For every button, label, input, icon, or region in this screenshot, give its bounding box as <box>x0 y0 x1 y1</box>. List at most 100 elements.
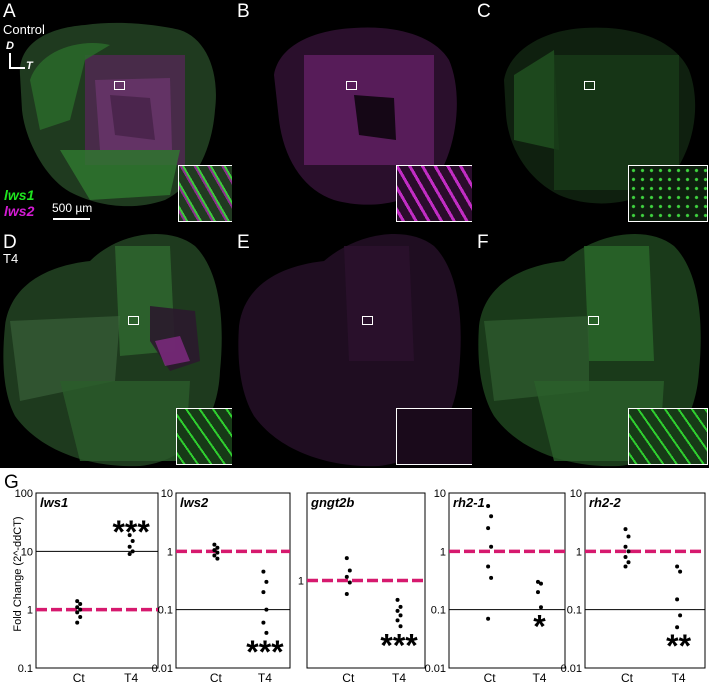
retina-image <box>274 27 457 205</box>
data-point <box>130 549 135 554</box>
data-point <box>678 613 683 618</box>
y-tick-label: 1 <box>298 576 304 588</box>
x-tick-label: T4 <box>258 671 272 682</box>
y-tick-label: 0.01 <box>561 663 582 675</box>
data-point <box>344 592 349 597</box>
data-point <box>398 604 403 609</box>
chart-title: lws1 <box>40 495 68 510</box>
x-tick-label: Ct <box>342 671 355 682</box>
orientation-indicator: D T <box>4 40 40 76</box>
panel-e: E <box>234 231 472 468</box>
magnified-inset <box>178 165 232 222</box>
region-of-interest-box <box>584 81 595 90</box>
data-point <box>675 625 680 630</box>
data-point <box>78 614 83 619</box>
x-tick-label: Ct <box>73 671 86 682</box>
data-point <box>626 560 631 565</box>
data-point <box>212 553 217 558</box>
data-point <box>261 590 266 595</box>
y-axis-label: Fold Change (2^-ddCT) <box>12 516 24 632</box>
y-tick-label: 100 <box>15 488 33 500</box>
chart-frame <box>175 492 291 669</box>
data-point <box>75 605 80 610</box>
data-point <box>264 607 269 612</box>
data-point <box>398 613 403 618</box>
data-point <box>395 597 400 602</box>
x-tick-label: T4 <box>392 671 406 682</box>
magnified-inset <box>396 165 472 222</box>
condition-label: T4 <box>3 251 19 266</box>
y-tick-label: 1 <box>27 605 33 617</box>
condition-label: Control <box>3 22 45 37</box>
panel-a: A Control D T lws1 lws2 500 µm <box>0 0 232 229</box>
retina-image <box>3 234 222 467</box>
significance-marker: *** <box>246 634 284 670</box>
data-point <box>398 624 403 629</box>
data-point <box>678 569 683 574</box>
data-point <box>127 533 132 538</box>
y-tick-label: 1 <box>167 546 173 558</box>
data-point <box>344 574 349 579</box>
data-point <box>78 602 83 607</box>
significance-marker: *** <box>112 514 150 550</box>
magnified-inset <box>396 408 472 465</box>
data-point <box>623 564 628 569</box>
data-point <box>626 534 631 539</box>
y-tick-label: 10 <box>161 488 173 500</box>
region-of-interest-box <box>346 81 357 90</box>
chart-frame <box>448 492 566 669</box>
x-tick-label: Ct <box>210 671 223 682</box>
data-point <box>261 620 266 625</box>
y-tick-label: 10 <box>434 488 446 500</box>
magnified-inset <box>628 165 708 222</box>
panel-label: F <box>477 232 489 253</box>
data-point <box>264 630 269 635</box>
data-point <box>675 597 680 602</box>
data-point <box>623 527 628 532</box>
data-point <box>395 608 400 613</box>
legend-lws1: lws1 <box>4 187 35 203</box>
data-point <box>75 610 80 615</box>
panel-label: C <box>477 1 491 22</box>
x-tick-label: Ct <box>621 671 634 682</box>
scale-bar <box>53 218 90 220</box>
data-point <box>675 564 680 569</box>
data-point <box>486 526 491 531</box>
y-tick-label: 0.1 <box>567 605 582 617</box>
magnified-inset <box>176 408 232 465</box>
magnified-inset <box>628 408 708 465</box>
data-point <box>486 616 491 621</box>
dorsal-label: D <box>6 40 14 52</box>
data-point <box>130 539 135 544</box>
legend-lws2: lws2 <box>4 203 35 219</box>
panel-b: B <box>234 0 472 229</box>
data-point <box>75 620 80 625</box>
data-point <box>486 503 491 508</box>
chart-frame <box>35 492 159 669</box>
chart-title: gngt2b <box>310 495 354 510</box>
data-point <box>75 599 80 604</box>
y-tick-label: 0.1 <box>18 663 33 675</box>
x-tick-label: T4 <box>672 671 686 682</box>
axis-arrow-horizontal <box>9 67 25 69</box>
panel-label: D <box>3 232 17 253</box>
data-point <box>623 544 628 549</box>
y-tick-label: 1 <box>440 546 446 558</box>
panel-f: F <box>474 231 709 468</box>
y-tick-label: 10 <box>570 488 582 500</box>
data-point <box>535 590 540 595</box>
data-point <box>127 552 132 557</box>
chart-title: rh2-1 <box>453 495 485 510</box>
axis-arrow-vertical <box>9 53 11 69</box>
chart-title: lws2 <box>180 495 209 510</box>
data-point <box>215 550 220 555</box>
data-point <box>78 607 83 612</box>
x-tick-label: T4 <box>124 671 138 682</box>
x-tick-label: T4 <box>532 671 546 682</box>
region-of-interest-box <box>588 316 599 325</box>
data-point <box>535 579 540 584</box>
y-tick-label: 0.01 <box>152 663 173 675</box>
data-point <box>395 618 400 623</box>
data-point <box>215 556 220 561</box>
